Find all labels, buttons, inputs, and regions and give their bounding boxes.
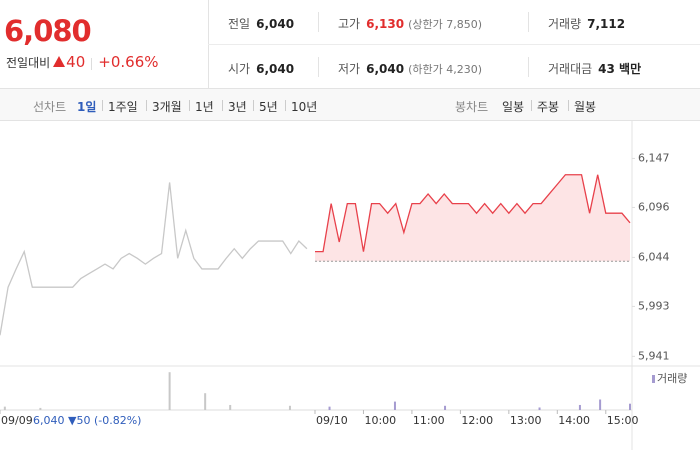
- y-tick-label: 6,147: [638, 151, 670, 164]
- separator: [253, 100, 254, 111]
- stat-cell: 시가 6,040: [228, 60, 294, 77]
- stat-label: 시가: [228, 62, 251, 76]
- stat-extra: (하한가 4,230): [408, 63, 482, 76]
- legend-label: 거래량: [657, 372, 687, 385]
- price-line: [315, 174, 631, 253]
- area: [315, 174, 630, 262]
- volume-bar: [229, 404, 232, 410]
- current-price: 6,080: [4, 14, 92, 48]
- stat-value: 7,112: [587, 17, 626, 31]
- stat-value: 43 백만: [598, 62, 642, 76]
- tab-group-label: 봉차트: [455, 100, 489, 114]
- separator: [222, 100, 223, 111]
- period-tab[interactable]: 1주일: [108, 100, 138, 114]
- stat-cell: 고가 6,130 (상한가 7,850): [338, 15, 482, 32]
- change-rate: +0.66%: [98, 53, 159, 71]
- stat-label: 거래량: [548, 17, 582, 31]
- divider: [528, 12, 529, 32]
- divider: [528, 57, 529, 77]
- separator: [189, 100, 190, 111]
- volume-bar: [578, 404, 581, 410]
- separator: [146, 100, 147, 111]
- prev-day-note: 6,040 ▼50 (-0.82%): [33, 414, 141, 427]
- separator: [102, 100, 103, 111]
- change-label: 전일대비: [6, 56, 51, 70]
- volume-bar: [204, 393, 207, 410]
- period-tab[interactable]: 1일: [77, 100, 97, 114]
- volume-bar: [629, 403, 631, 410]
- candle-tab[interactable]: 주봉: [537, 100, 560, 114]
- y-tick-label: 5,993: [638, 299, 670, 312]
- x-tick-label: 09/10: [316, 414, 348, 427]
- divider: [318, 12, 319, 32]
- x-tick-label: 12:00: [461, 414, 493, 427]
- price-line: [0, 182, 308, 336]
- divider: [208, 44, 700, 45]
- period-tab[interactable]: 3년: [228, 100, 247, 114]
- stat-cell: 저가 6,040 (하한가 4,230): [338, 60, 482, 77]
- candle-tab[interactable]: 월봉: [574, 100, 597, 114]
- stat-label: 저가: [338, 62, 361, 76]
- volume-bar: [288, 405, 291, 410]
- stat-value: 6,040: [366, 62, 405, 76]
- x-tick-label: 11:00: [413, 414, 445, 427]
- y-tick-label: 6,044: [638, 250, 670, 263]
- volume-bar: [538, 407, 541, 410]
- legend-swatch: [652, 375, 655, 383]
- separator: [285, 100, 286, 111]
- stat-cell: 거래대금 43 백만: [548, 60, 641, 77]
- volume-bar: [444, 405, 447, 410]
- y-tick-label: 6,096: [638, 200, 670, 213]
- separator: [568, 100, 569, 111]
- tab-group-label: 선차트: [33, 100, 67, 114]
- volume-bar: [328, 406, 331, 410]
- volume-bar: [393, 401, 396, 410]
- change: 40: [66, 53, 86, 71]
- x-tick-label: 09/09: [1, 414, 33, 427]
- x-tick-label: 15:00: [607, 414, 639, 427]
- stat-value: 6,040: [256, 62, 295, 76]
- stat-cell: 거래량 7,112: [548, 15, 625, 32]
- separator: [531, 100, 532, 111]
- divider: [318, 57, 319, 77]
- period-tab[interactable]: 1년: [195, 100, 214, 114]
- volume-bar: [39, 407, 42, 410]
- separator: [91, 57, 93, 70]
- stat-value: 6,130: [366, 17, 405, 31]
- period-tab[interactable]: 5년: [259, 100, 278, 114]
- period-tab[interactable]: 3개월: [152, 100, 182, 114]
- x-tick-label: 13:00: [510, 414, 542, 427]
- up-icon: [53, 56, 66, 67]
- period-tab[interactable]: 10년: [291, 100, 318, 114]
- tab-bar: 선차트 1일 1주일 3개월 1년 3년 5년 10년 봉차트 일봉 주봉 월봉: [0, 88, 700, 121]
- x-tick-label: 10:00: [364, 414, 396, 427]
- change-line: 전일대비 40 +0.66%: [6, 53, 159, 71]
- y-tick-label: 5,941: [638, 349, 670, 362]
- stat-extra: (상한가 7,850): [408, 18, 482, 31]
- volume-bar: [168, 372, 171, 410]
- stat-label: 전일: [228, 17, 251, 31]
- stat-label: 고가: [338, 17, 361, 31]
- stat-label: 거래대금: [548, 62, 593, 76]
- x-tick-label: 14:00: [558, 414, 590, 427]
- stat-value: 6,040: [256, 17, 295, 31]
- candle-tab[interactable]: 일봉: [502, 100, 525, 114]
- volume-bar: [599, 399, 602, 410]
- volume-bar: [3, 406, 6, 410]
- stat-cell: 전일 6,040: [228, 15, 294, 32]
